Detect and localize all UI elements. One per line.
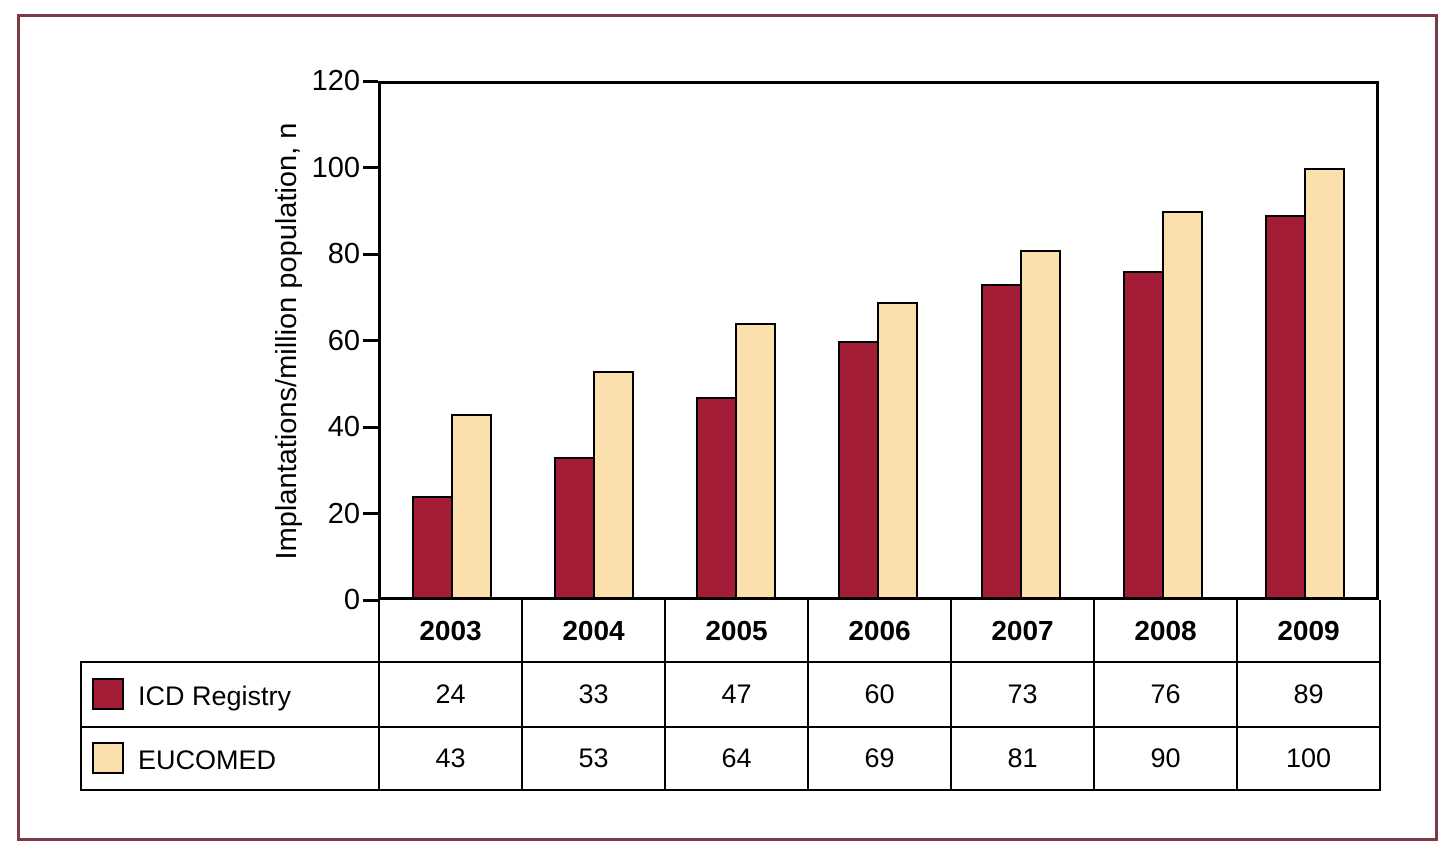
bar-group-2009 xyxy=(1234,84,1376,597)
table-value-eucomed-2005: 64 xyxy=(664,726,809,791)
y-axis-tick-label: 60 xyxy=(327,324,360,357)
bar-icd-registry-2004 xyxy=(554,457,596,597)
table-year-row: 2003 2004 2005 2006 2007 2008 2009 xyxy=(81,600,1381,663)
bar-eucomed-2006 xyxy=(877,301,919,597)
table-value-eucomed-2006: 69 xyxy=(807,726,952,791)
legend-label: EUCOMED xyxy=(138,744,277,775)
table-year-header-2007: 2007 xyxy=(950,600,1095,663)
legend-cell-eucomed: EUCOMED xyxy=(80,726,380,791)
table-value-eucomed-2004: 53 xyxy=(521,726,666,791)
bar-eucomed-2008 xyxy=(1161,210,1203,597)
bar-group-2008 xyxy=(1092,84,1234,597)
table-value-eucomed-2008: 90 xyxy=(1093,726,1238,791)
table-corner-cell xyxy=(81,600,379,662)
y-axis-tick-mark xyxy=(363,166,378,169)
bar-icd-registry-2008 xyxy=(1122,271,1164,597)
table-value-icd-registry-2005: 47 xyxy=(664,661,809,728)
table-year-header-2009: 2009 xyxy=(1236,600,1381,663)
table-value-eucomed-2009: 100 xyxy=(1236,726,1381,791)
table-year-header-2006: 2006 xyxy=(807,600,952,663)
y-axis-tick-mark xyxy=(363,79,378,83)
table-year-header-2003: 2003 xyxy=(378,600,523,663)
bar-eucomed-2009 xyxy=(1303,167,1345,597)
bar-group-2007 xyxy=(950,84,1092,597)
bar-group-2004 xyxy=(523,84,665,597)
bar-eucomed-2005 xyxy=(735,323,777,597)
y-axis-tick-mark xyxy=(363,598,378,602)
bar-icd-registry-2005 xyxy=(696,396,738,597)
table-value-eucomed-2003: 43 xyxy=(378,726,523,791)
table-value-icd-registry-2008: 76 xyxy=(1093,661,1238,728)
y-axis-tick-mark xyxy=(363,425,378,429)
table-year-header-2004: 2004 xyxy=(521,600,666,663)
y-axis-tick-mark xyxy=(363,252,378,256)
table-value-icd-registry-2006: 60 xyxy=(807,661,952,728)
bar-eucomed-2007 xyxy=(1019,249,1061,597)
bar-icd-registry-2007 xyxy=(980,284,1022,597)
y-axis-tick-label: 120 xyxy=(311,65,360,97)
table-row-eucomed: EUCOMED 43 53 64 69 81 90 100 xyxy=(80,726,1381,791)
bar-group-2005 xyxy=(665,84,807,597)
data-table: 2003 2004 2005 2006 2007 2008 2009 ICD Registry… xyxy=(80,600,1381,791)
y-axis-tick-label: 20 xyxy=(327,497,360,530)
table-value-icd-registry-2009: 89 xyxy=(1236,661,1381,728)
table-year-header-2008: 2008 xyxy=(1093,600,1238,663)
table-value-icd-registry-2003: 24 xyxy=(378,661,523,728)
table-value-eucomed-2007: 81 xyxy=(950,726,1095,791)
y-axis-tick-label: 0 xyxy=(343,584,360,616)
y-axis-tick-label: 80 xyxy=(327,238,360,270)
y-axis-tick-label: 40 xyxy=(327,411,360,443)
bar-group-2003 xyxy=(381,84,523,597)
legend-cell-icd-registry: ICD Registry xyxy=(80,661,380,728)
bar-group-2006 xyxy=(807,84,949,597)
legend-swatch-icon xyxy=(92,677,124,710)
y-axis-tick-mark xyxy=(363,339,378,342)
table-year-header-2005: 2005 xyxy=(664,600,809,663)
y-axis-tick-mark xyxy=(363,512,378,515)
bar-eucomed-2003 xyxy=(451,414,493,597)
bar-icd-registry-2009 xyxy=(1264,215,1306,597)
table-value-icd-registry-2007: 73 xyxy=(950,661,1095,728)
table-value-icd-registry-2004: 33 xyxy=(521,661,666,728)
plot-area xyxy=(378,81,1379,600)
legend-label: ICD Registry xyxy=(138,680,292,711)
table-row-icd-registry: ICD Registry 24 33 47 60 73 76 89 xyxy=(80,661,1381,728)
legend-swatch-icon xyxy=(92,741,124,774)
bar-icd-registry-2003 xyxy=(412,496,454,597)
y-axis-tick-label: 100 xyxy=(311,151,360,184)
bar-icd-registry-2006 xyxy=(838,340,880,597)
bar-eucomed-2004 xyxy=(593,370,635,597)
